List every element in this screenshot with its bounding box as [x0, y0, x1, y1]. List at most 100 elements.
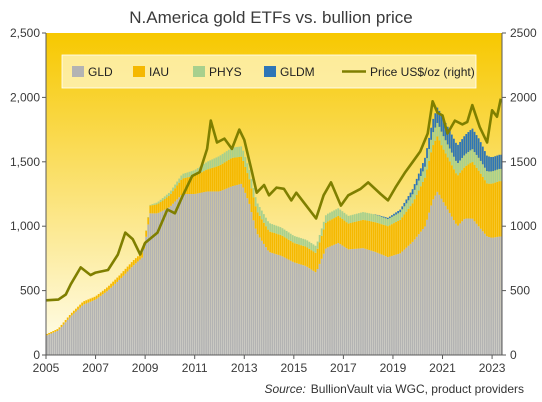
bar-iau — [122, 271, 125, 276]
bar-iau — [488, 183, 490, 237]
bar-gld — [68, 317, 71, 355]
bar-gldm — [481, 146, 484, 165]
bar-iau — [79, 304, 81, 308]
bar-iau — [496, 181, 499, 237]
bar-iau — [147, 217, 150, 225]
bar-gld — [238, 184, 240, 355]
bar-iau — [306, 247, 309, 267]
bar-phys — [463, 155, 466, 168]
bar-iau — [432, 145, 435, 200]
bar-gldm — [413, 184, 416, 190]
bar-iau — [77, 306, 79, 310]
bar-gld — [306, 266, 309, 355]
bar-phys — [209, 160, 212, 169]
bar-gld — [112, 285, 115, 355]
bar-iau — [492, 183, 495, 238]
bar-gld — [296, 263, 298, 355]
bar-phys — [256, 203, 259, 213]
bar-iau — [242, 160, 245, 188]
bar-gldm — [380, 216, 383, 217]
bar-phys — [215, 157, 218, 167]
bar-gld — [141, 257, 143, 355]
bar-iau — [205, 170, 207, 192]
bar-phys — [337, 208, 340, 217]
bar-gldm — [378, 215, 381, 217]
bar-gld — [48, 334, 50, 355]
bar-gld — [134, 263, 137, 355]
bar-gldm — [475, 135, 478, 155]
bar-gld — [438, 194, 441, 355]
bar-iau — [296, 243, 298, 264]
bar-phys — [281, 228, 284, 236]
bar-iau — [471, 162, 474, 219]
bar-iau — [174, 188, 176, 202]
bar-iau — [209, 168, 212, 192]
bar-gldm — [455, 142, 457, 161]
bar-gld — [207, 191, 210, 355]
bar-gldm — [419, 168, 422, 176]
bar-gld — [368, 249, 371, 355]
bar-phys — [411, 194, 414, 204]
bar-gld — [349, 249, 352, 355]
bar-gldm — [459, 141, 461, 161]
bar-gld — [46, 335, 48, 355]
bar-phys — [240, 146, 243, 157]
bar-gld — [481, 231, 484, 355]
bar-gld — [322, 253, 325, 355]
bar-phys — [298, 237, 300, 245]
bar-phys — [393, 215, 395, 224]
bar-iau — [221, 163, 224, 191]
bar-gld — [471, 218, 474, 355]
bar-phys — [153, 203, 156, 205]
bar-gld — [403, 249, 406, 355]
bar-phys — [455, 160, 457, 174]
bar-phys — [178, 178, 181, 183]
bar-gld — [440, 198, 443, 355]
bar-gld — [108, 289, 110, 355]
bar-iau — [87, 299, 90, 303]
bar-phys — [205, 162, 207, 171]
bar-gld — [380, 254, 383, 355]
bar-phys — [151, 204, 154, 206]
bar-gldm — [452, 138, 455, 157]
bar-gld — [324, 248, 327, 355]
bar-phys — [308, 241, 311, 249]
bar-iau — [372, 221, 375, 252]
bar-phys — [440, 131, 443, 146]
bar-phys — [221, 153, 224, 164]
bar-iau — [376, 222, 379, 253]
bar-iau — [128, 264, 131, 270]
bar-iau — [428, 160, 430, 213]
bar-phys — [490, 171, 492, 184]
bar-phys — [409, 197, 412, 207]
bar-iau — [473, 164, 476, 222]
bar-phys — [225, 151, 228, 162]
bar-iau — [167, 196, 170, 208]
bar-gld — [242, 187, 245, 355]
bar-iau — [238, 157, 240, 185]
bar-phys — [488, 171, 490, 184]
bar-gld — [397, 253, 400, 355]
bar-iau — [483, 180, 486, 234]
bar-iau — [475, 167, 478, 224]
bar-gld — [279, 255, 282, 355]
bar-iau — [302, 245, 305, 266]
bar-gld — [448, 212, 451, 355]
bar-gld — [457, 225, 459, 355]
bar-gld — [430, 205, 433, 355]
bar-iau — [81, 302, 84, 306]
bar-gld — [395, 254, 397, 355]
bar-iau — [327, 221, 329, 248]
bar-gldm — [438, 110, 441, 127]
bar-gld — [128, 269, 131, 355]
bar-iau — [170, 193, 172, 206]
bar-iau — [211, 167, 214, 192]
bar-gld — [159, 211, 162, 355]
bar-iau — [180, 179, 183, 196]
bar-iau — [161, 200, 164, 211]
bar-gld — [161, 210, 164, 355]
bar-gld — [351, 249, 354, 355]
bar-iau — [163, 199, 166, 210]
bar-gld — [498, 236, 501, 355]
bar-gld — [415, 236, 418, 355]
